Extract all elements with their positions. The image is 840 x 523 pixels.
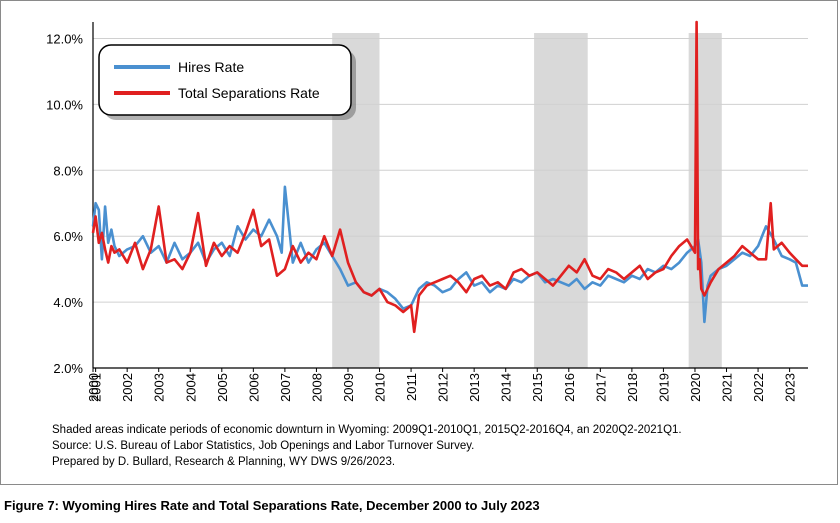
- x-tick-label: 2003: [152, 373, 167, 402]
- y-tick-label: 4.0%: [53, 295, 83, 310]
- x-tick-label: 2007: [278, 373, 293, 402]
- x-tick-label: 2006: [246, 373, 261, 402]
- y-tick-label: 6.0%: [53, 229, 83, 244]
- x-tick-label: 2012: [436, 373, 451, 402]
- x-tick-label: 2010: [373, 373, 388, 402]
- note-source: Source: U.S. Bureau of Labor Statistics,…: [52, 438, 682, 454]
- note-prepared-by: Prepared by D. Bullard, Research & Plann…: [52, 454, 682, 470]
- x-tick-label: 2019: [656, 373, 671, 402]
- note-recession: Shaded areas indicate periods of economi…: [52, 422, 682, 438]
- x-tick-label: 2016: [562, 373, 577, 402]
- x-tick-label: 2014: [499, 373, 514, 402]
- legend-label-hires: Hires Rate: [178, 59, 244, 75]
- legend: Hires Rate Total Separations Rate: [99, 45, 356, 120]
- x-tick-label: 2015: [530, 373, 545, 402]
- x-tick-label: 2013: [467, 373, 482, 402]
- y-tick-label: 2.0%: [53, 361, 83, 376]
- recession-shading: [332, 33, 722, 368]
- y-tick-label: 10.0%: [46, 97, 83, 112]
- x-tick-label: 2023: [783, 373, 798, 402]
- y-tick-label: 8.0%: [53, 163, 83, 178]
- x-tick-label: 2011: [404, 373, 419, 401]
- figure-caption: Figure 7: Wyoming Hires Rate and Total S…: [4, 498, 540, 513]
- y-tick-label: 12.0%: [46, 31, 83, 46]
- x-tick-label: 2001: [89, 373, 104, 402]
- x-tick-label: 2018: [625, 373, 640, 402]
- chart-notes: Shaded areas indicate periods of economi…: [52, 422, 682, 470]
- x-tick-label: 2009: [341, 373, 356, 402]
- legend-label-separations: Total Separations Rate: [178, 85, 320, 101]
- y-tick-labels: 2.0% 4.0% 6.0% 8.0% 10.0% 12.0%: [46, 31, 83, 376]
- x-tick-label: 2020: [688, 373, 703, 402]
- x-tick-label: 2002: [120, 373, 135, 402]
- x-tick-label: 2021: [720, 373, 735, 402]
- x-tick-label: 2022: [751, 373, 766, 402]
- legend-box: [99, 45, 351, 115]
- recession-band-2: [534, 33, 588, 368]
- x-tick-label: 2004: [183, 373, 198, 402]
- x-tick-label: 2008: [309, 373, 324, 402]
- x-tick-label: 2017: [593, 373, 608, 402]
- x-tick-label: 2005: [215, 373, 230, 402]
